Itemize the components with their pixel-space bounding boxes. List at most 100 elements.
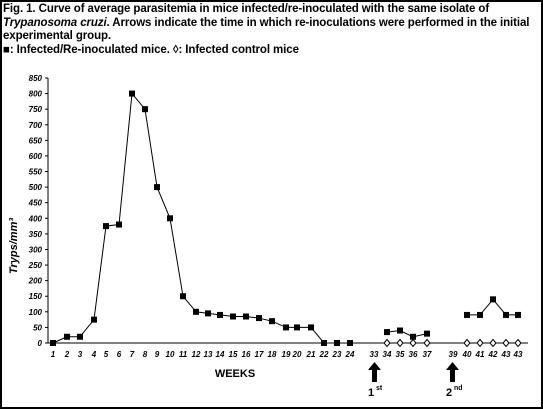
data-point-square xyxy=(217,311,223,318)
data-point-square xyxy=(283,324,289,331)
data-point-square xyxy=(308,324,314,331)
caption-species: Trypanosoma cruzi xyxy=(3,16,107,29)
arrow-label: 1 xyxy=(368,387,374,399)
data-point-square xyxy=(243,313,249,320)
data-point-square xyxy=(410,333,416,340)
x-tick-label: 9 xyxy=(155,350,160,359)
arrow-label: 2 xyxy=(446,387,452,399)
series-lines xyxy=(52,92,518,344)
x-tick-label: 12 xyxy=(192,350,201,359)
caption-text-2: . Arrows indicate the time in which re-i… xyxy=(3,16,530,43)
data-point-square xyxy=(180,293,186,300)
data-point-diamond xyxy=(502,338,510,348)
y-tick-label: 350 xyxy=(29,230,43,239)
x-tick-label: 35 xyxy=(396,350,405,359)
data-point-diamond xyxy=(409,338,417,348)
data-point-diamond xyxy=(383,338,391,348)
y-tick-label: 800 xyxy=(29,90,43,99)
data-point-square xyxy=(503,311,509,318)
data-point-square xyxy=(116,221,122,228)
data-point-square xyxy=(269,318,275,325)
x-tick-label: 11 xyxy=(179,350,188,359)
y-tick-label: 250 xyxy=(28,261,43,270)
arrow-shaft xyxy=(372,370,377,382)
y-tick-label: 50 xyxy=(33,323,42,332)
x-tick-label: 40 xyxy=(462,350,472,359)
y-tick-label: 500 xyxy=(29,183,43,192)
x-axis-title: WEEKS xyxy=(215,368,255,380)
x-tick-label: 36 xyxy=(409,350,418,359)
data-point-square xyxy=(205,310,211,317)
x-tick-label: 33 xyxy=(370,350,379,359)
x-tick-label: 10 xyxy=(166,350,175,359)
y-tick-label: 600 xyxy=(29,152,43,161)
x-tick-label: 13 xyxy=(204,350,213,359)
y-tick-label: 150 xyxy=(29,292,43,301)
x-tick-label: 6 xyxy=(117,350,122,359)
data-point-square xyxy=(230,313,236,320)
data-point-square xyxy=(154,184,160,191)
data-point-diamond xyxy=(423,338,431,348)
data-point-square xyxy=(347,340,353,346)
y-tick-label: 200 xyxy=(28,277,43,286)
data-point-square xyxy=(294,324,300,331)
series-line xyxy=(386,329,428,338)
y-tick-label: 450 xyxy=(28,199,43,208)
y-tick-label: 100 xyxy=(29,308,43,317)
arrow-head xyxy=(368,362,381,370)
data-point-square xyxy=(103,223,109,230)
figure-caption: Fig. 1. Curve of average parasitemia in … xyxy=(3,3,539,57)
x-tick-label: 22 xyxy=(319,350,329,359)
x-tick-label: 19 xyxy=(282,350,291,359)
data-point-square xyxy=(193,308,199,315)
data-point-square xyxy=(477,311,483,318)
y-tick-label: 650 xyxy=(29,136,43,145)
data-point-square xyxy=(515,311,521,318)
x-tick-label: 18 xyxy=(268,350,277,359)
data-point-square xyxy=(334,340,340,346)
data-point-square xyxy=(424,330,430,337)
arrow-head xyxy=(446,362,459,370)
x-tick-label: 7 xyxy=(130,350,135,359)
caption-text: Fig. 1. Curve of average parasitemia in … xyxy=(3,3,490,15)
x-tick-label: 21 xyxy=(306,350,316,359)
data-point-square xyxy=(50,340,56,346)
chart-axes xyxy=(47,78,528,344)
x-tick-label: 15 xyxy=(229,350,238,359)
x-tick-label: 23 xyxy=(332,350,342,359)
data-point-square xyxy=(321,340,327,346)
data-point-square xyxy=(464,311,470,318)
arrow-label-sup: nd xyxy=(454,385,463,392)
x-tick-label: 16 xyxy=(242,350,251,359)
data-point-square xyxy=(91,316,97,323)
arrow-label-sup: st xyxy=(376,385,383,392)
series-line xyxy=(52,92,350,344)
data-point-diamond xyxy=(489,338,497,348)
x-tick-label: 20 xyxy=(292,350,302,359)
x-tick-label: 24 xyxy=(345,350,355,359)
data-point-square xyxy=(142,106,148,113)
y-tick-label: 850 xyxy=(29,74,43,83)
data-point-square xyxy=(490,296,496,303)
data-point-square xyxy=(384,329,390,336)
x-tick-label: 37 xyxy=(423,350,432,359)
data-point-diamond xyxy=(514,338,522,348)
data-point-square xyxy=(397,327,403,334)
y-ticks: 0 50 100 150 200 250 300 350 400 450 500 550 600 650 7… xyxy=(28,74,48,348)
arrow-shaft xyxy=(450,370,455,382)
data-point-diamond xyxy=(396,338,404,348)
data-point-square xyxy=(167,215,173,222)
x-tick-label: 39 xyxy=(449,350,458,359)
x-tick-label: 41 xyxy=(475,350,485,359)
y-tick-label: 750 xyxy=(29,105,43,114)
caption-legend: ■: Infected/Re-inoculated mice. ◊: Infec… xyxy=(3,43,299,56)
series-markers xyxy=(50,90,522,348)
x-tick-label: 42 xyxy=(488,350,498,359)
data-point-diamond xyxy=(463,338,471,348)
y-tick-label: 550 xyxy=(29,168,43,177)
x-tick-label: 17 xyxy=(255,350,264,359)
y-tick-label: 0 xyxy=(38,339,43,348)
x-tick-label: 43 xyxy=(501,350,511,359)
